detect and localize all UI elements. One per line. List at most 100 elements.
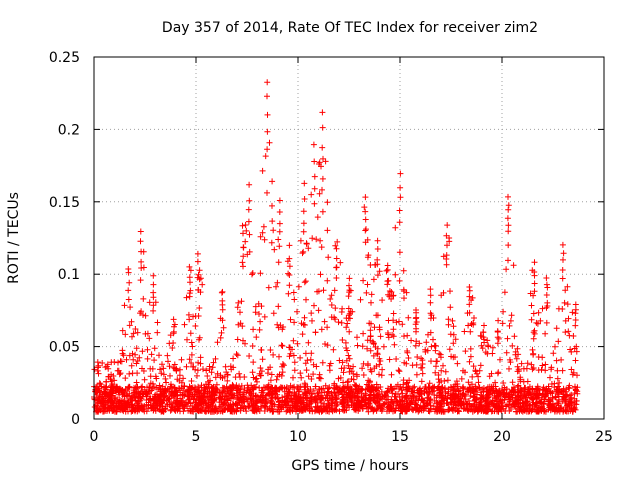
data-point [450, 340, 457, 347]
data-point [259, 167, 266, 174]
data-point [555, 338, 562, 345]
data-point [180, 405, 187, 412]
data-point [238, 298, 245, 305]
data-point [118, 358, 125, 365]
data-point [326, 384, 333, 391]
data-point [133, 379, 140, 386]
data-point [417, 402, 424, 409]
data-point [240, 244, 247, 251]
data-point [208, 369, 215, 376]
data-point [270, 310, 277, 317]
data-point [268, 395, 275, 402]
data-point [272, 394, 279, 401]
data-point [328, 292, 335, 299]
data-point [291, 319, 298, 326]
data-point [461, 328, 468, 335]
data-point [130, 330, 137, 337]
data-point [299, 250, 306, 257]
data-point [397, 194, 404, 201]
data-point [226, 395, 233, 402]
data-point [234, 304, 241, 311]
data-point [111, 404, 118, 411]
data-point [446, 346, 453, 353]
data-point [496, 396, 503, 403]
data-point [472, 383, 479, 390]
data-point [294, 308, 300, 315]
data-point [444, 242, 450, 249]
data-point [524, 360, 531, 367]
data-point [406, 377, 413, 384]
data-point [207, 408, 214, 415]
data-point [119, 391, 126, 398]
data-point [195, 271, 202, 278]
data-point [338, 387, 345, 394]
data-point [397, 184, 404, 191]
data-point [230, 355, 237, 362]
data-point [311, 173, 318, 180]
data-point [278, 342, 285, 349]
data-point [171, 323, 177, 330]
data-point [254, 398, 261, 405]
data-point [390, 292, 397, 299]
data-point [386, 288, 393, 294]
data-point [333, 396, 340, 403]
data-point [341, 365, 348, 371]
data-point [523, 392, 530, 399]
data-point [240, 253, 247, 260]
data-point [132, 326, 139, 332]
data-point [447, 288, 453, 295]
data-point [189, 363, 196, 370]
data-point [452, 336, 459, 343]
data-point [249, 407, 256, 414]
data-point [390, 310, 397, 317]
data-point [333, 245, 340, 252]
data-point [246, 353, 253, 359]
data-point [333, 402, 340, 409]
data-point [142, 330, 149, 337]
data-point [205, 378, 212, 385]
data-point [458, 375, 465, 382]
data-point [188, 360, 195, 366]
data-point [460, 385, 467, 392]
data-point [234, 352, 241, 359]
data-point [462, 396, 469, 403]
data-point [96, 380, 103, 387]
data-point [368, 291, 375, 298]
data-point [130, 387, 137, 394]
data-point [199, 281, 206, 288]
data-point [345, 293, 352, 300]
data-point [281, 399, 288, 406]
data-point [377, 406, 384, 412]
data-point [168, 392, 175, 399]
data-point [125, 287, 132, 294]
data-point [287, 350, 294, 357]
data-point [94, 367, 101, 374]
data-point [450, 383, 457, 390]
data-point [543, 304, 550, 311]
data-point [284, 397, 291, 404]
data-point [346, 275, 353, 282]
data-point [562, 287, 569, 294]
axis-ticks: 0 5 10 15 20 25 0 0.05 0.1 0.15 0.2 0.25 [49, 50, 613, 445]
data-point [404, 348, 411, 354]
data-point [237, 309, 243, 316]
data-point [264, 128, 271, 135]
data-point [143, 401, 150, 408]
data-point [494, 370, 501, 377]
data-point [522, 384, 529, 391]
data-point [257, 270, 264, 277]
data-point [538, 404, 545, 411]
data-point [229, 381, 236, 388]
data-point [286, 263, 293, 270]
data-point [178, 398, 185, 404]
data-point [322, 341, 328, 347]
data-point [308, 376, 315, 382]
data-point [291, 383, 298, 390]
data-point [392, 224, 399, 231]
data-point [220, 324, 227, 331]
data-point [257, 318, 264, 325]
data-point [503, 266, 510, 273]
data-point [192, 313, 199, 320]
data-point [287, 382, 294, 389]
data-point [301, 314, 308, 321]
